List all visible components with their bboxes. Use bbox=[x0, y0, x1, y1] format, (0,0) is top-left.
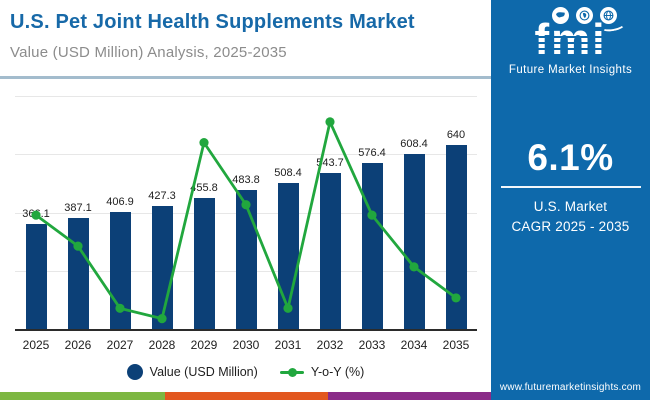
bar-value-label: 508.4 bbox=[274, 166, 302, 179]
yoy-point bbox=[115, 303, 125, 313]
yoy-line bbox=[35, 120, 457, 321]
globe-africa-icon bbox=[576, 7, 593, 24]
yoy-point bbox=[31, 210, 41, 220]
bar bbox=[193, 197, 215, 329]
bar-value-label: 455.8 bbox=[190, 181, 218, 194]
x-axis-label: 2029 bbox=[190, 338, 218, 352]
cagr-divider bbox=[500, 186, 641, 188]
x-axis-label: 2025 bbox=[22, 338, 50, 352]
bar bbox=[67, 217, 89, 329]
globe-orbit-icon bbox=[600, 7, 617, 24]
yoy-line-chart bbox=[31, 117, 461, 324]
legend-item-yoy: Y-o-Y (%) bbox=[279, 365, 365, 379]
plot-area: 366.1387.1406.9427.3455.8483.8508.4543.7… bbox=[15, 96, 477, 331]
legend-label-yoy: Y-o-Y (%) bbox=[310, 365, 365, 379]
bar bbox=[445, 144, 467, 329]
yoy-point bbox=[367, 210, 377, 220]
website-url: www.futuremarketinsights.com bbox=[499, 382, 642, 393]
bar-value-label: 406.9 bbox=[106, 195, 134, 208]
footer-stripe-purple bbox=[328, 392, 491, 400]
logo-icons-row bbox=[505, 7, 650, 24]
bar bbox=[403, 154, 425, 329]
brand-panel: fmi Future Market Insights 6.1% U.S. Mar… bbox=[491, 0, 650, 400]
legend: Value (USD Million) Y-o-Y (%) bbox=[0, 364, 491, 380]
footer-stripe-orange bbox=[165, 392, 328, 400]
footer-stripe bbox=[0, 392, 491, 400]
chart-section: U.S. Pet Joint Health Supplements Market… bbox=[0, 11, 491, 400]
x-axis-label: 2028 bbox=[148, 338, 176, 352]
bar bbox=[25, 223, 47, 329]
bar-value-label: 427.3 bbox=[148, 190, 176, 203]
page-title: U.S. Pet Joint Health Supplements Market bbox=[10, 11, 415, 33]
cagr-value: 6.1% bbox=[527, 137, 614, 178]
bar-value-label: 543.7 bbox=[316, 156, 344, 169]
x-axis-label: 2032 bbox=[316, 338, 344, 352]
legend-item-value: Value (USD Million) bbox=[126, 364, 258, 380]
bar-value-label: 483.8 bbox=[232, 173, 260, 186]
yoy-point bbox=[325, 117, 335, 127]
yoy-point bbox=[157, 314, 167, 324]
bar bbox=[319, 172, 341, 329]
x-axis-label: 2031 bbox=[274, 338, 302, 352]
x-axis-label: 2033 bbox=[358, 338, 386, 352]
fmi-wordmark: fmi bbox=[526, 18, 615, 62]
yoy-point bbox=[451, 293, 461, 303]
legend-label-value: Value (USD Million) bbox=[149, 365, 258, 379]
x-axis-label: 2035 bbox=[442, 338, 470, 352]
yoy-point bbox=[409, 262, 419, 272]
page-subtitle: Value (USD Million) Analysis, 2025-2035 bbox=[10, 44, 287, 61]
fmi-wordmark-stripes bbox=[526, 32, 615, 56]
brand-tagline: Future Market Insights bbox=[508, 63, 633, 76]
bar-value-label: 640 bbox=[446, 128, 466, 141]
cagr-label-line1: U.S. Market bbox=[533, 199, 608, 214]
cagr-block: 6.1% U.S. Market CAGR 2025 - 2035 bbox=[491, 137, 650, 238]
gridline bbox=[15, 154, 477, 156]
footer-stripe-green bbox=[0, 392, 165, 400]
header-divider bbox=[0, 76, 491, 79]
gridline bbox=[15, 96, 477, 97]
yoy-point bbox=[283, 303, 293, 313]
bar-value-label: 387.1 bbox=[64, 201, 92, 214]
bar-value-label: 608.4 bbox=[400, 138, 428, 150]
bar bbox=[235, 189, 257, 329]
x-axis-label: 2027 bbox=[106, 338, 134, 352]
map-icon bbox=[552, 7, 569, 24]
yoy-point bbox=[199, 138, 209, 148]
fmi-logo: fmi Future Market Insights bbox=[491, 7, 650, 76]
bar-value-label: 576.4 bbox=[358, 147, 386, 160]
x-axis-label: 2026 bbox=[64, 338, 92, 352]
line-series-marker-icon bbox=[279, 367, 304, 377]
x-axis-label: 2030 bbox=[232, 338, 260, 352]
bar-series-marker-icon bbox=[126, 364, 143, 380]
x-axis-labels: 2025 2026 2027 2028 2029 2030 2031 2032 2033 2034… bbox=[15, 338, 477, 352]
yoy-point bbox=[73, 241, 83, 251]
cagr-label-line2: CAGR 2025 - 2035 bbox=[511, 219, 630, 235]
yoy-point bbox=[241, 200, 251, 210]
x-axis-label: 2034 bbox=[400, 338, 428, 352]
